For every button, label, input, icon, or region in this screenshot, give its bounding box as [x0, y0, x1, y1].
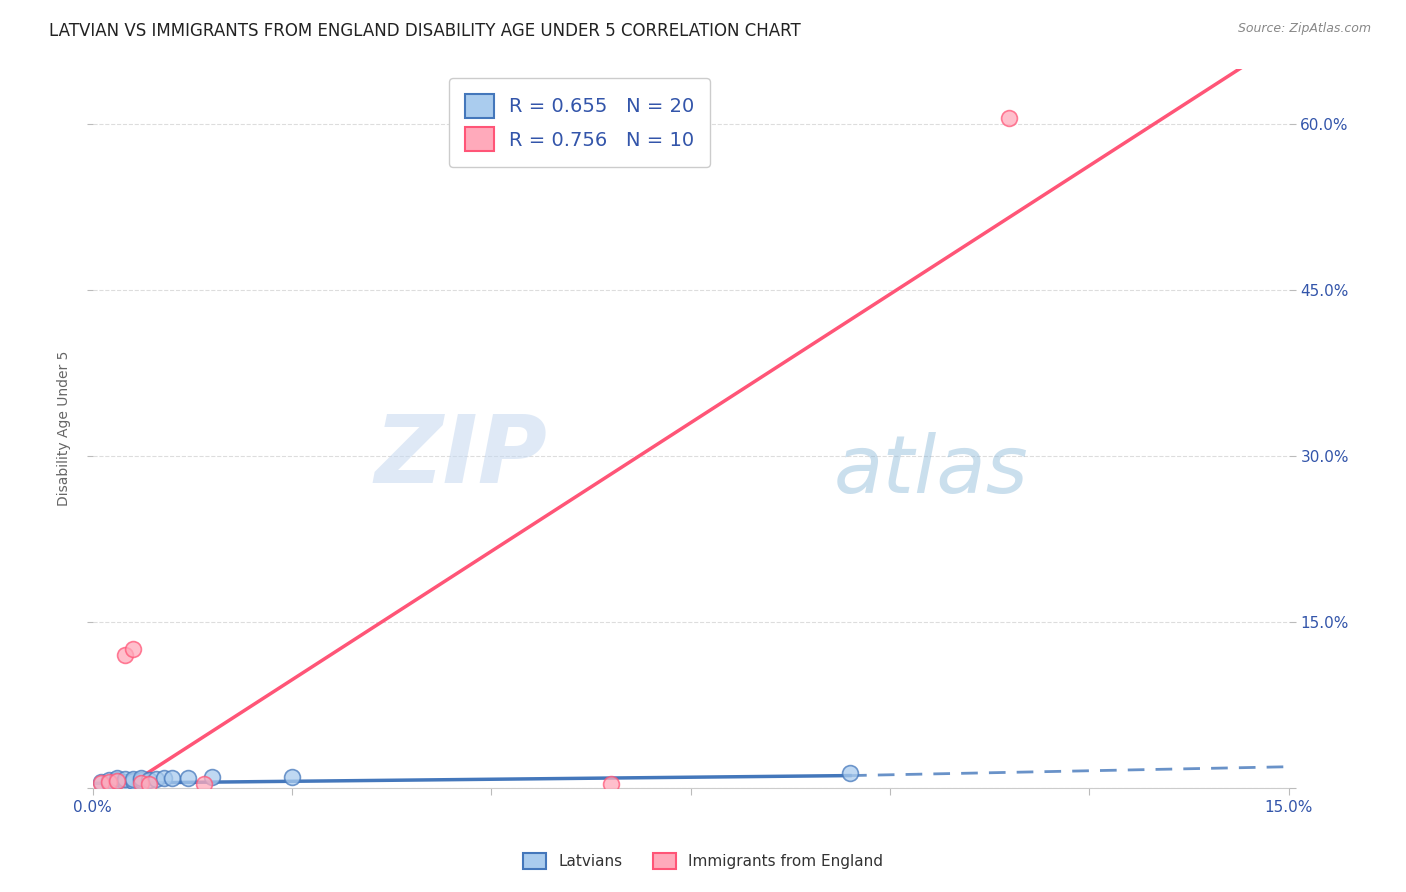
- Point: [97, 775, 120, 789]
- Point: [105, 772, 128, 787]
- Point: [129, 771, 152, 785]
- Point: [121, 772, 143, 786]
- Point: [177, 771, 200, 785]
- Point: [599, 777, 621, 791]
- Point: [138, 772, 160, 787]
- Point: [121, 642, 143, 657]
- Point: [145, 772, 167, 786]
- Point: [114, 648, 136, 662]
- Point: [129, 776, 152, 790]
- Legend: Latvians, Immigrants from England: Latvians, Immigrants from England: [517, 847, 889, 875]
- Text: atlas: atlas: [834, 433, 1029, 510]
- Text: LATVIAN VS IMMIGRANTS FROM ENGLAND DISABILITY AGE UNDER 5 CORRELATION CHART: LATVIAN VS IMMIGRANTS FROM ENGLAND DISAB…: [49, 22, 801, 40]
- Point: [114, 772, 136, 786]
- Point: [97, 776, 120, 790]
- Point: [153, 771, 176, 785]
- Point: [105, 774, 128, 789]
- Point: [138, 777, 160, 791]
- Point: [97, 772, 120, 787]
- Point: [839, 766, 862, 780]
- Text: ZIP: ZIP: [374, 411, 547, 503]
- Legend: R = 0.655   N = 20, R = 0.756   N = 10: R = 0.655 N = 20, R = 0.756 N = 10: [449, 78, 710, 167]
- Point: [114, 775, 136, 789]
- Point: [129, 772, 152, 787]
- Text: Source: ZipAtlas.com: Source: ZipAtlas.com: [1237, 22, 1371, 36]
- Point: [281, 770, 304, 784]
- Y-axis label: Disability Age Under 5: Disability Age Under 5: [58, 351, 72, 506]
- Point: [998, 112, 1021, 126]
- Point: [90, 776, 112, 790]
- Point: [121, 774, 143, 789]
- Point: [162, 771, 184, 785]
- Point: [193, 777, 215, 791]
- Point: [105, 771, 128, 785]
- Point: [90, 775, 112, 789]
- Point: [105, 774, 128, 789]
- Point: [201, 770, 224, 784]
